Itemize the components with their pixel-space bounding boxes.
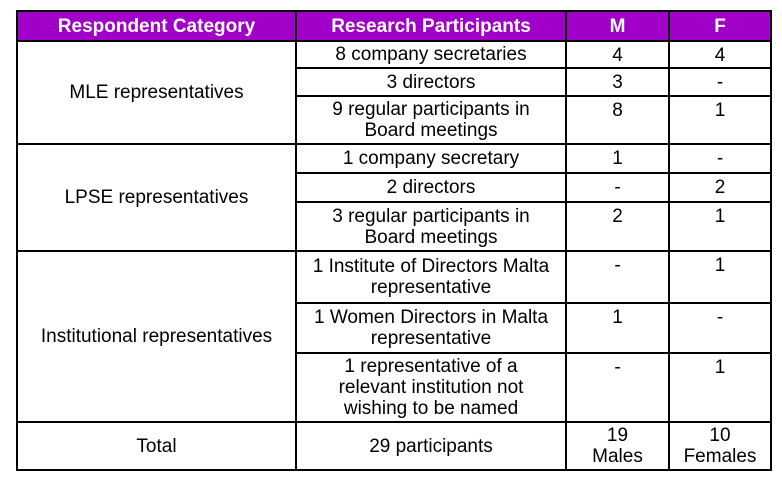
male-count-cell: - bbox=[565, 250, 670, 304]
col-header-research-participants: Research Participants bbox=[295, 10, 567, 42]
male-count-cell: 8 bbox=[565, 95, 670, 145]
participants-cell: 1 company secretary bbox=[295, 143, 567, 174]
participants-cell: 1 representative of a relevant instituti… bbox=[295, 352, 567, 423]
table-row: 3 regular participants in Board meetings… bbox=[17, 201, 772, 252]
category-cell-institutional: Institutional representatives bbox=[16, 250, 297, 423]
female-count-cell: 4 bbox=[668, 40, 772, 69]
participants-cell: 1 Institute of Directors Malta represent… bbox=[295, 250, 567, 304]
category-cell-mle: MLE representatives bbox=[16, 40, 297, 145]
total-female-cell: 10 Females bbox=[668, 421, 772, 471]
participants-cell: 3 regular participants in Board meetings bbox=[295, 201, 567, 252]
participants-cell: 8 company secretaries bbox=[295, 40, 567, 69]
total-row: Total 29 participants 19 Males 10 Female… bbox=[16, 421, 772, 471]
female-count-cell: 1 bbox=[668, 201, 772, 252]
participants-cell: 3 directors bbox=[295, 67, 567, 97]
table-row: 2 directors - 2 bbox=[17, 172, 772, 203]
table-row: 1 representative of a relevant instituti… bbox=[17, 352, 772, 423]
research-participants-table: Respondent Category Research Participant… bbox=[16, 10, 772, 471]
female-count-cell: 2 bbox=[668, 172, 772, 203]
col-header-male: M bbox=[565, 10, 670, 42]
male-count-cell: 1 bbox=[565, 143, 670, 174]
total-label-cell: Total bbox=[16, 421, 297, 471]
male-count-cell: - bbox=[565, 352, 670, 423]
total-participants-cell: 29 participants bbox=[295, 421, 567, 471]
col-header-female: F bbox=[668, 10, 772, 42]
participants-cell: 1 Women Directors in Malta representativ… bbox=[295, 302, 567, 354]
table-row: Institutional representatives 1 Institut… bbox=[16, 250, 772, 423]
male-count-cell: 2 bbox=[565, 201, 670, 252]
col-header-respondent-category: Respondent Category bbox=[16, 10, 297, 42]
header-row: Respondent Category Research Participant… bbox=[16, 10, 772, 42]
category-cell-lpse: LPSE representatives bbox=[16, 143, 297, 252]
male-count-cell: 1 bbox=[565, 302, 670, 354]
male-count-cell: - bbox=[565, 172, 670, 203]
female-count-cell: - bbox=[668, 143, 772, 174]
female-count-cell: - bbox=[668, 302, 772, 354]
table-row: 3 directors 3 - bbox=[17, 67, 772, 97]
female-count-cell: 1 bbox=[668, 352, 772, 423]
table-row: 9 regular participants in Board meetings… bbox=[17, 95, 772, 145]
participants-cell: 2 directors bbox=[295, 172, 567, 203]
table-row: LPSE representatives 1 company secretary… bbox=[16, 143, 772, 252]
female-count-cell: 1 bbox=[668, 95, 772, 145]
participants-cell: 9 regular participants in Board meetings bbox=[295, 95, 567, 145]
table-row: MLE representatives 8 company secretarie… bbox=[16, 40, 772, 145]
male-count-cell: 4 bbox=[565, 40, 670, 69]
female-count-cell: 1 bbox=[668, 250, 772, 304]
male-count-cell: 3 bbox=[565, 67, 670, 97]
female-count-cell: - bbox=[668, 67, 772, 97]
total-male-cell: 19 Males bbox=[565, 421, 670, 471]
table-row: 1 Women Directors in Malta representativ… bbox=[17, 302, 772, 354]
